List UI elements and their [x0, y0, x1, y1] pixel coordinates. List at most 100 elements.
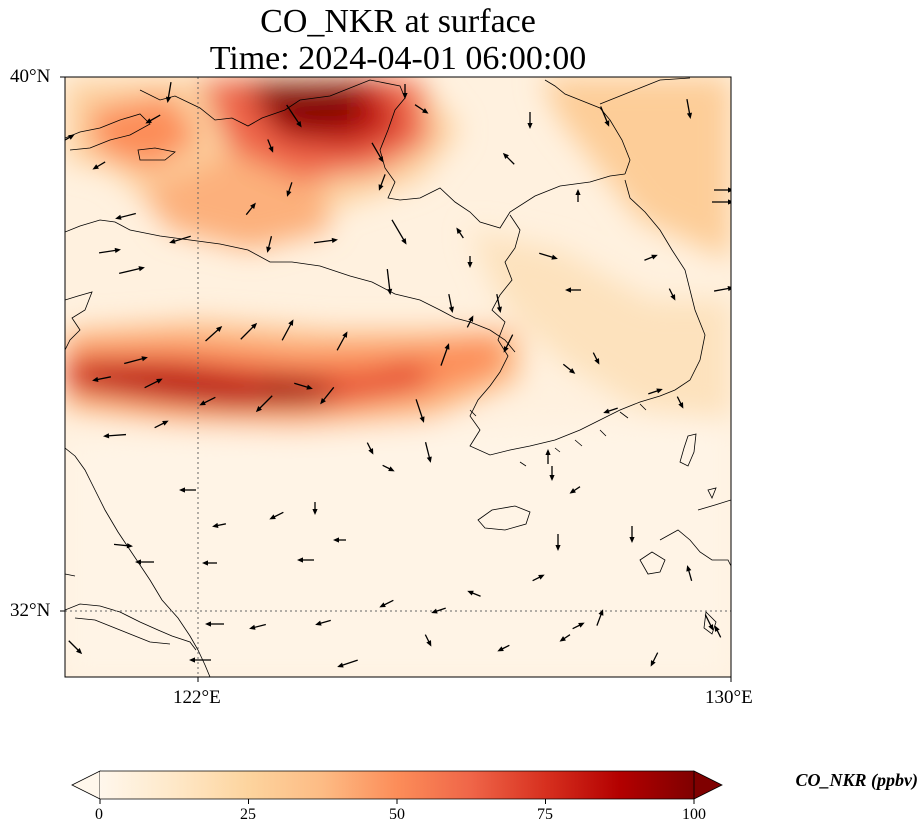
wind-arrow-head [728, 187, 731, 193]
wind-arrow-shaft [105, 433, 127, 437]
wind-arrow-head [549, 475, 555, 481]
wind-arrow-head [650, 660, 656, 667]
wind-arrow-shaft [321, 386, 335, 403]
wind-arrow-head [368, 448, 374, 455]
wind-arrow-shaft [119, 267, 143, 275]
wind-arrow-head [604, 120, 610, 127]
wind-arrow-head [387, 288, 393, 295]
wind-arrow-head [402, 93, 408, 99]
colorbar-tick-25: 25 [240, 806, 256, 823]
wind-arrow-head [401, 238, 407, 245]
colorbar-min-extension [71, 770, 101, 800]
wind-arrow-shaft [167, 81, 172, 101]
wind-arrow-head [378, 156, 384, 163]
colorbar-tick-100: 100 [682, 806, 706, 823]
wind-arrow-head [145, 118, 152, 124]
wind-arrow-head [728, 199, 731, 205]
wind-arrow-head [422, 108, 429, 114]
wind-arrow-head [138, 266, 145, 272]
wind-arrow-head [651, 254, 658, 260]
wind-arrow-head [496, 306, 502, 313]
wind-arrow-head [249, 624, 256, 630]
wind-arrow-head [431, 608, 438, 614]
wind-arrow-shaft [117, 212, 136, 219]
wind-arrow-head [426, 456, 432, 463]
wind-arrow-head [578, 622, 585, 628]
wind-arrow-head [189, 657, 195, 663]
wind-arrow-head [76, 648, 83, 655]
wind-arrow-shaft [371, 142, 383, 161]
wind-arrow-head [126, 543, 133, 549]
wind-arrow-shaft [336, 333, 347, 351]
wind-arrow-head [342, 331, 348, 338]
wind-arrow-head [297, 557, 303, 563]
wind-arrow-shaft [240, 324, 256, 340]
wind-arrow-head [199, 400, 206, 406]
wind-arrow-head [678, 402, 684, 409]
wind-arrow-shaft [424, 442, 431, 461]
wind-arrow-head [315, 620, 322, 626]
wind-arrow-head [179, 487, 185, 493]
colorbar-title: CO_NKR (ppbv) [795, 770, 919, 790]
wind-arrow-head [337, 662, 344, 668]
wind-arrow-head [686, 565, 692, 572]
colorbar-tick-75: 75 [537, 806, 553, 823]
wind-arrow-head [92, 376, 99, 382]
wind-arrow-head [603, 408, 610, 414]
wind-arrow-head [555, 545, 561, 551]
wind-arrow-head [656, 388, 663, 394]
axis-ticks [60, 76, 732, 682]
wind-arrow-head [497, 646, 504, 652]
wind-arrow-shaft [124, 357, 146, 365]
wind-arrow-head [598, 609, 604, 616]
wind-vectors [65, 81, 731, 668]
concentration-field [65, 77, 731, 677]
wind-arrow-head [467, 590, 474, 596]
wind-arrow-head [115, 214, 122, 220]
wind-arrow-head [538, 574, 545, 580]
wind-arrow-head [527, 123, 533, 129]
wind-arrow-head [251, 322, 258, 329]
wind-arrow-head [569, 488, 576, 494]
lat-label-32n: 32°N [10, 600, 51, 621]
wind-arrow-head [686, 112, 693, 119]
wind-arrow-head [708, 624, 714, 631]
gridlines [65, 77, 731, 677]
wind-arrow-head [288, 319, 294, 326]
wind-arrow-shaft [391, 219, 406, 243]
colorbar [71, 770, 723, 804]
wind-arrow-head [670, 294, 676, 301]
colorbar-gradient [100, 771, 694, 799]
wind-arrow-head [165, 96, 172, 103]
wind-arrow-head [68, 134, 75, 140]
wind-arrow-head [502, 152, 509, 159]
wind-arrow-head [250, 202, 256, 209]
wind-arrow-head [444, 343, 450, 350]
wind-arrow-shaft [440, 345, 449, 366]
wind-arrow-head [467, 262, 473, 268]
wind-arrow-head [216, 325, 223, 332]
wind-arrow-head [594, 358, 600, 365]
wind-arrow-head [503, 346, 509, 353]
wind-arrow-head [103, 433, 110, 439]
wind-arrow-shaft [386, 268, 391, 293]
wind-arrow-head [202, 560, 208, 566]
wind-arrow-head [114, 247, 121, 254]
wind-arrow-head [320, 398, 326, 405]
wind-arrow-head [312, 509, 318, 515]
wind-arrow-head [331, 237, 338, 243]
wind-arrow-head [212, 522, 219, 528]
lon-label-130e: 130°E [705, 687, 753, 708]
wind-arrow-head [162, 420, 169, 426]
wind-arrow-head [269, 514, 276, 520]
wind-arrow-head [286, 190, 292, 197]
wind-arrow-head [575, 189, 581, 195]
wind-arrow-shaft [281, 321, 293, 341]
coastlines [65, 77, 731, 677]
wind-arrow-head [205, 621, 211, 627]
wind-arrow-head [565, 287, 571, 293]
wind-arrow-shaft [171, 235, 191, 243]
wind-arrow-head [378, 184, 384, 191]
colorbar-tick-50: 50 [389, 806, 405, 823]
wind-arrow-head [629, 537, 635, 543]
